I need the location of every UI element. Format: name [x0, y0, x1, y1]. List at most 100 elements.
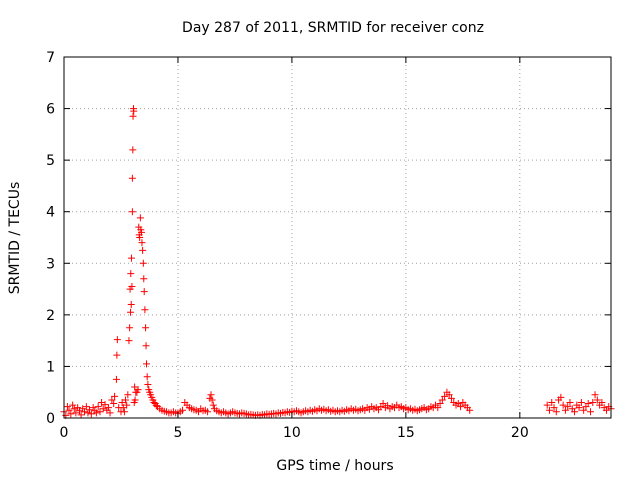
- data-point: [140, 275, 148, 283]
- data-point: [589, 399, 597, 407]
- data-point: [77, 411, 85, 419]
- x-tick-label: 5: [173, 425, 182, 441]
- data-point: [112, 375, 120, 383]
- data-point: [79, 405, 87, 413]
- data-point: [108, 396, 116, 404]
- grid-lines: [64, 57, 611, 418]
- data-point: [86, 406, 94, 414]
- data-point: [122, 396, 130, 404]
- data-point: [127, 301, 135, 309]
- data-point: [101, 401, 109, 409]
- data-point: [571, 408, 579, 416]
- data-point: [602, 406, 610, 414]
- y-tick-label: 2: [46, 308, 55, 324]
- data-point: [65, 406, 73, 414]
- data-point: [129, 146, 137, 154]
- y-tick-label: 7: [46, 50, 55, 66]
- data-point: [120, 408, 128, 416]
- data-point: [550, 404, 558, 412]
- data-point: [577, 399, 585, 407]
- data-point: [94, 403, 102, 411]
- data-point: [566, 399, 574, 407]
- data-point: [591, 391, 599, 399]
- y-tick-label: 3: [46, 256, 55, 272]
- x-tick-labels: 0 5 10 15 20: [60, 425, 529, 441]
- data-point: [438, 396, 446, 404]
- data-point: [209, 401, 217, 409]
- data-point: [138, 239, 146, 247]
- y-tick-label: 1: [46, 359, 55, 375]
- data-point: [106, 409, 114, 417]
- data-point: [125, 337, 133, 345]
- data-point: [136, 234, 144, 241]
- plot-frame: [63, 56, 612, 419]
- data-point: [545, 406, 553, 414]
- data-point: [207, 391, 215, 399]
- data-point: [559, 401, 567, 409]
- data-point: [142, 324, 150, 332]
- data-point: [131, 396, 139, 404]
- x-tick-label: 20: [511, 425, 529, 441]
- y-tick-label: 0: [46, 411, 55, 427]
- data-point: [99, 405, 107, 413]
- data-point: [447, 394, 455, 402]
- data-point: [561, 406, 569, 414]
- data-point: [72, 409, 80, 417]
- y-tick-label: 5: [46, 153, 55, 169]
- data-points: [60, 105, 615, 419]
- data-point: [63, 403, 71, 411]
- data-point: [74, 404, 82, 412]
- data-point: [111, 392, 119, 400]
- data-point: [128, 282, 136, 290]
- data-point: [179, 406, 187, 414]
- data-point: [140, 288, 148, 296]
- data-point: [84, 409, 92, 417]
- data-point: [136, 214, 144, 222]
- data-point: [141, 306, 149, 314]
- data-point: [598, 399, 606, 407]
- data-point: [130, 107, 138, 115]
- data-point: [128, 174, 136, 182]
- data-point: [564, 403, 572, 411]
- x-tick-label: 10: [283, 425, 301, 441]
- data-point: [92, 409, 100, 417]
- data-point: [379, 400, 387, 408]
- data-point: [69, 401, 77, 409]
- data-point: [143, 373, 151, 381]
- data-point: [143, 360, 151, 368]
- data-point: [441, 392, 449, 400]
- y-tick-label: 4: [46, 205, 55, 221]
- data-point: [70, 405, 78, 413]
- data-point: [204, 408, 212, 416]
- y-tick-labels: 0 1 2 3 4 5 6 7: [46, 50, 55, 427]
- data-point: [152, 402, 160, 410]
- data-point: [127, 308, 135, 316]
- data-point: [466, 406, 474, 414]
- data-point: [134, 386, 142, 394]
- y-axis-label: SRMTID / TECUs: [7, 182, 23, 295]
- data-point: [552, 408, 560, 416]
- axis-ticks: [63, 56, 611, 419]
- data-point: [96, 408, 104, 416]
- x-tick-label: 0: [60, 425, 69, 441]
- data-point: [82, 403, 90, 411]
- data-point: [557, 393, 565, 401]
- data-point: [584, 400, 592, 408]
- data-point: [110, 400, 118, 408]
- data-point: [139, 259, 147, 267]
- data-point: [580, 406, 588, 414]
- data-point: [124, 391, 132, 399]
- data-point: [126, 324, 134, 332]
- x-tick-label: 15: [397, 425, 415, 441]
- data-point: [543, 401, 551, 409]
- y-tick-label: 6: [46, 102, 55, 118]
- data-point: [586, 408, 594, 416]
- data-point: [87, 410, 95, 418]
- data-point: [144, 380, 152, 388]
- data-point: [128, 208, 136, 216]
- data-point: [104, 404, 112, 412]
- data-point: [457, 403, 465, 411]
- data-point: [139, 246, 147, 254]
- data-point: [67, 410, 75, 418]
